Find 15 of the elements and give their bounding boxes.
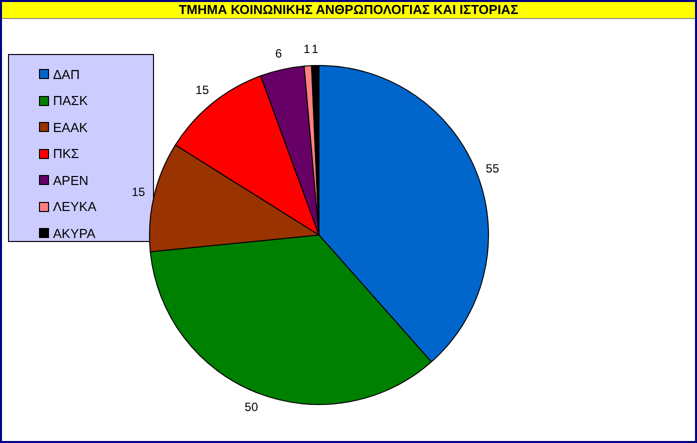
legend-label: ΠΑΣΚ xyxy=(53,93,88,108)
data-label: 50 xyxy=(244,400,258,414)
data-label: 15 xyxy=(196,83,210,98)
legend-label: ΕΑΑΚ xyxy=(53,120,88,135)
legend-label: ΑΚΥΡΑ xyxy=(53,226,96,241)
data-label: 55 xyxy=(486,162,500,176)
legend-label: ΑΡΕΝ xyxy=(53,172,88,188)
legend-label: ΠΚΣ xyxy=(53,146,80,162)
data-label: 6 xyxy=(275,46,282,60)
chart-title: ΤΜΗΜΑ ΚΟΙΝΩΝΙΚΗΣ ΑΝΘΡΩΠΟΛΟΓΙΑΣ ΚΑΙ ΙΣΤΟΡΙΑΣ xyxy=(2,2,695,19)
data-label: 1 xyxy=(312,42,319,56)
data-label: 1 xyxy=(303,42,310,56)
data-label: 15 xyxy=(132,184,146,199)
legend-label: ΔΑΠ xyxy=(53,66,80,82)
legend-label: ΛΕΥΚΑ xyxy=(53,199,96,214)
